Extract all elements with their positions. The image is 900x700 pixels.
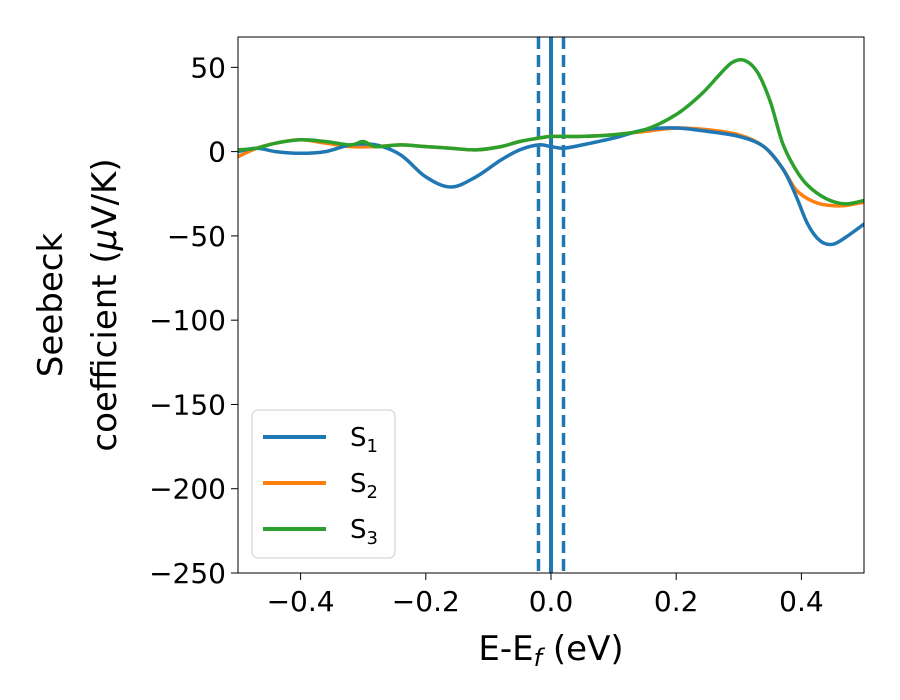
y-tick-label: −50: [167, 220, 226, 253]
y-axis-label-line2: coefficient (μV/K): [85, 158, 125, 451]
x-axis-label: E-Ef (eV): [478, 629, 623, 672]
reference-lines: [536, 37, 566, 573]
y-tick-label: 50: [190, 51, 226, 84]
y-axis-label: Seebeck coefficient (μV/K): [31, 158, 125, 451]
y-tick-label: −100: [149, 304, 226, 337]
y-tick-label: −250: [149, 557, 226, 590]
y-axis-ticks: 50 0 −50 −100 −150 −200 −250: [149, 51, 238, 590]
y-tick-label: −150: [149, 388, 226, 421]
x-tick-label: 0.0: [529, 585, 574, 618]
x-tick-label: −0.2: [392, 585, 460, 618]
x-tick-label: 0.2: [654, 585, 699, 618]
x-axis-ticks: −0.4 −0.2 0.0 0.2 0.4: [267, 573, 824, 618]
legend-label-s1: S1: [350, 423, 378, 457]
series-group: [238, 58, 864, 247]
legend-label-s2: S2: [350, 469, 378, 503]
y-axis-label-line1: Seebeck: [31, 233, 71, 378]
legend-label-s3: S3: [350, 515, 378, 549]
series-line-s3: [238, 58, 864, 206]
x-tick-label: −0.4: [267, 585, 335, 618]
y-tick-label: −200: [149, 473, 226, 506]
x-tick-label: 0.4: [779, 585, 824, 618]
legend: S1 S2 S3: [251, 409, 396, 559]
y-tick-label: 0: [208, 136, 226, 169]
